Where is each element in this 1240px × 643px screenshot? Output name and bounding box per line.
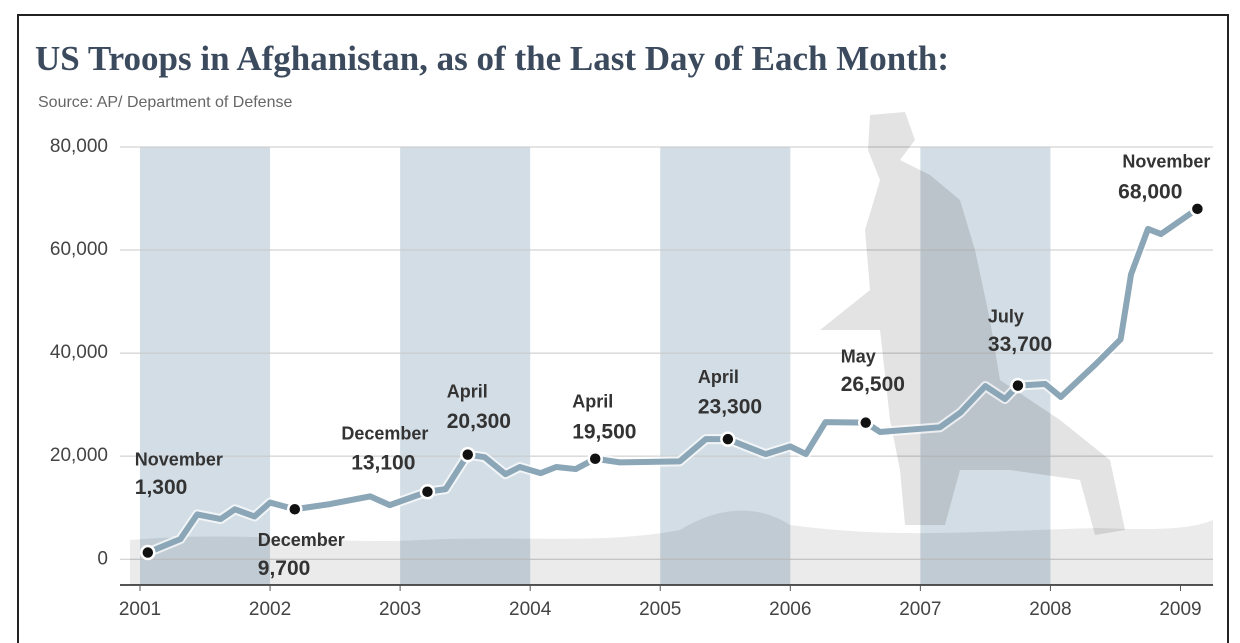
x-tick-label: 2003: [379, 599, 421, 620]
highlight-month: April: [447, 381, 488, 401]
y-tick-label: 60,000: [50, 239, 108, 260]
x-tick-label: 2009: [1159, 599, 1201, 620]
y-tick-label: 40,000: [50, 342, 108, 363]
x-tick-label: 2002: [249, 599, 291, 620]
highlight-dot: [720, 431, 736, 447]
x-tick-label: 2008: [1029, 599, 1071, 620]
year-band: [920, 147, 1051, 585]
y-tick-label: 0: [97, 548, 108, 569]
x-tick-label: 2001: [119, 599, 161, 620]
highlight-value: 1,300: [135, 476, 188, 499]
highlight-value: 9,700: [258, 557, 311, 580]
highlight-value: 13,100: [351, 451, 415, 474]
highlight-value: 23,300: [698, 396, 762, 419]
highlight-dot: [140, 544, 156, 561]
highlight-value: 33,700: [988, 333, 1052, 356]
x-tick-label: 2004: [509, 599, 552, 620]
chart-title: US Troops in Afghanistan, as of the Last…: [35, 39, 949, 78]
highlight-dot: [287, 501, 303, 518]
highlight-value: 20,300: [447, 410, 511, 433]
highlight-dot: [460, 446, 476, 463]
highlight-value: 68,000: [1118, 180, 1182, 203]
chart-subtitle: Source: AP/ Department of Defense: [38, 94, 292, 111]
highlight-month: July: [988, 306, 1024, 326]
highlight-month: December: [341, 423, 428, 443]
highlight-month: May: [841, 346, 876, 366]
highlight-dot: [419, 483, 436, 500]
highlight-value: 19,500: [572, 420, 636, 443]
highlight-month: November: [1122, 152, 1210, 172]
year-band: [660, 147, 791, 585]
y-tick-label: 20,000: [50, 445, 108, 466]
plot: November 1,300 December 9,700 December 13,100…: [135, 152, 1211, 580]
bands: [140, 147, 1051, 585]
highlight-dot: [1010, 377, 1026, 394]
highlight-value: 26,500: [841, 373, 905, 396]
highlight-dot: [587, 451, 603, 467]
highlight-dot: [857, 414, 874, 431]
highlight-dot: [1189, 201, 1206, 217]
y-tick-label: 80,000: [50, 136, 108, 157]
ground: [130, 510, 1213, 585]
highlight-month: April: [572, 392, 613, 412]
x-tick-label: 2005: [639, 599, 681, 620]
x-tick-label: 2006: [769, 599, 811, 620]
year-band: [400, 147, 531, 585]
highlight-month: April: [698, 367, 739, 387]
highlight-month: December: [258, 530, 345, 550]
highlight-month: November: [135, 449, 223, 469]
x-tick-label: 2007: [899, 599, 941, 620]
grid: 0 20,000 40,000 60,000 80,000 2001 2002 2003 200…: [50, 136, 1213, 620]
